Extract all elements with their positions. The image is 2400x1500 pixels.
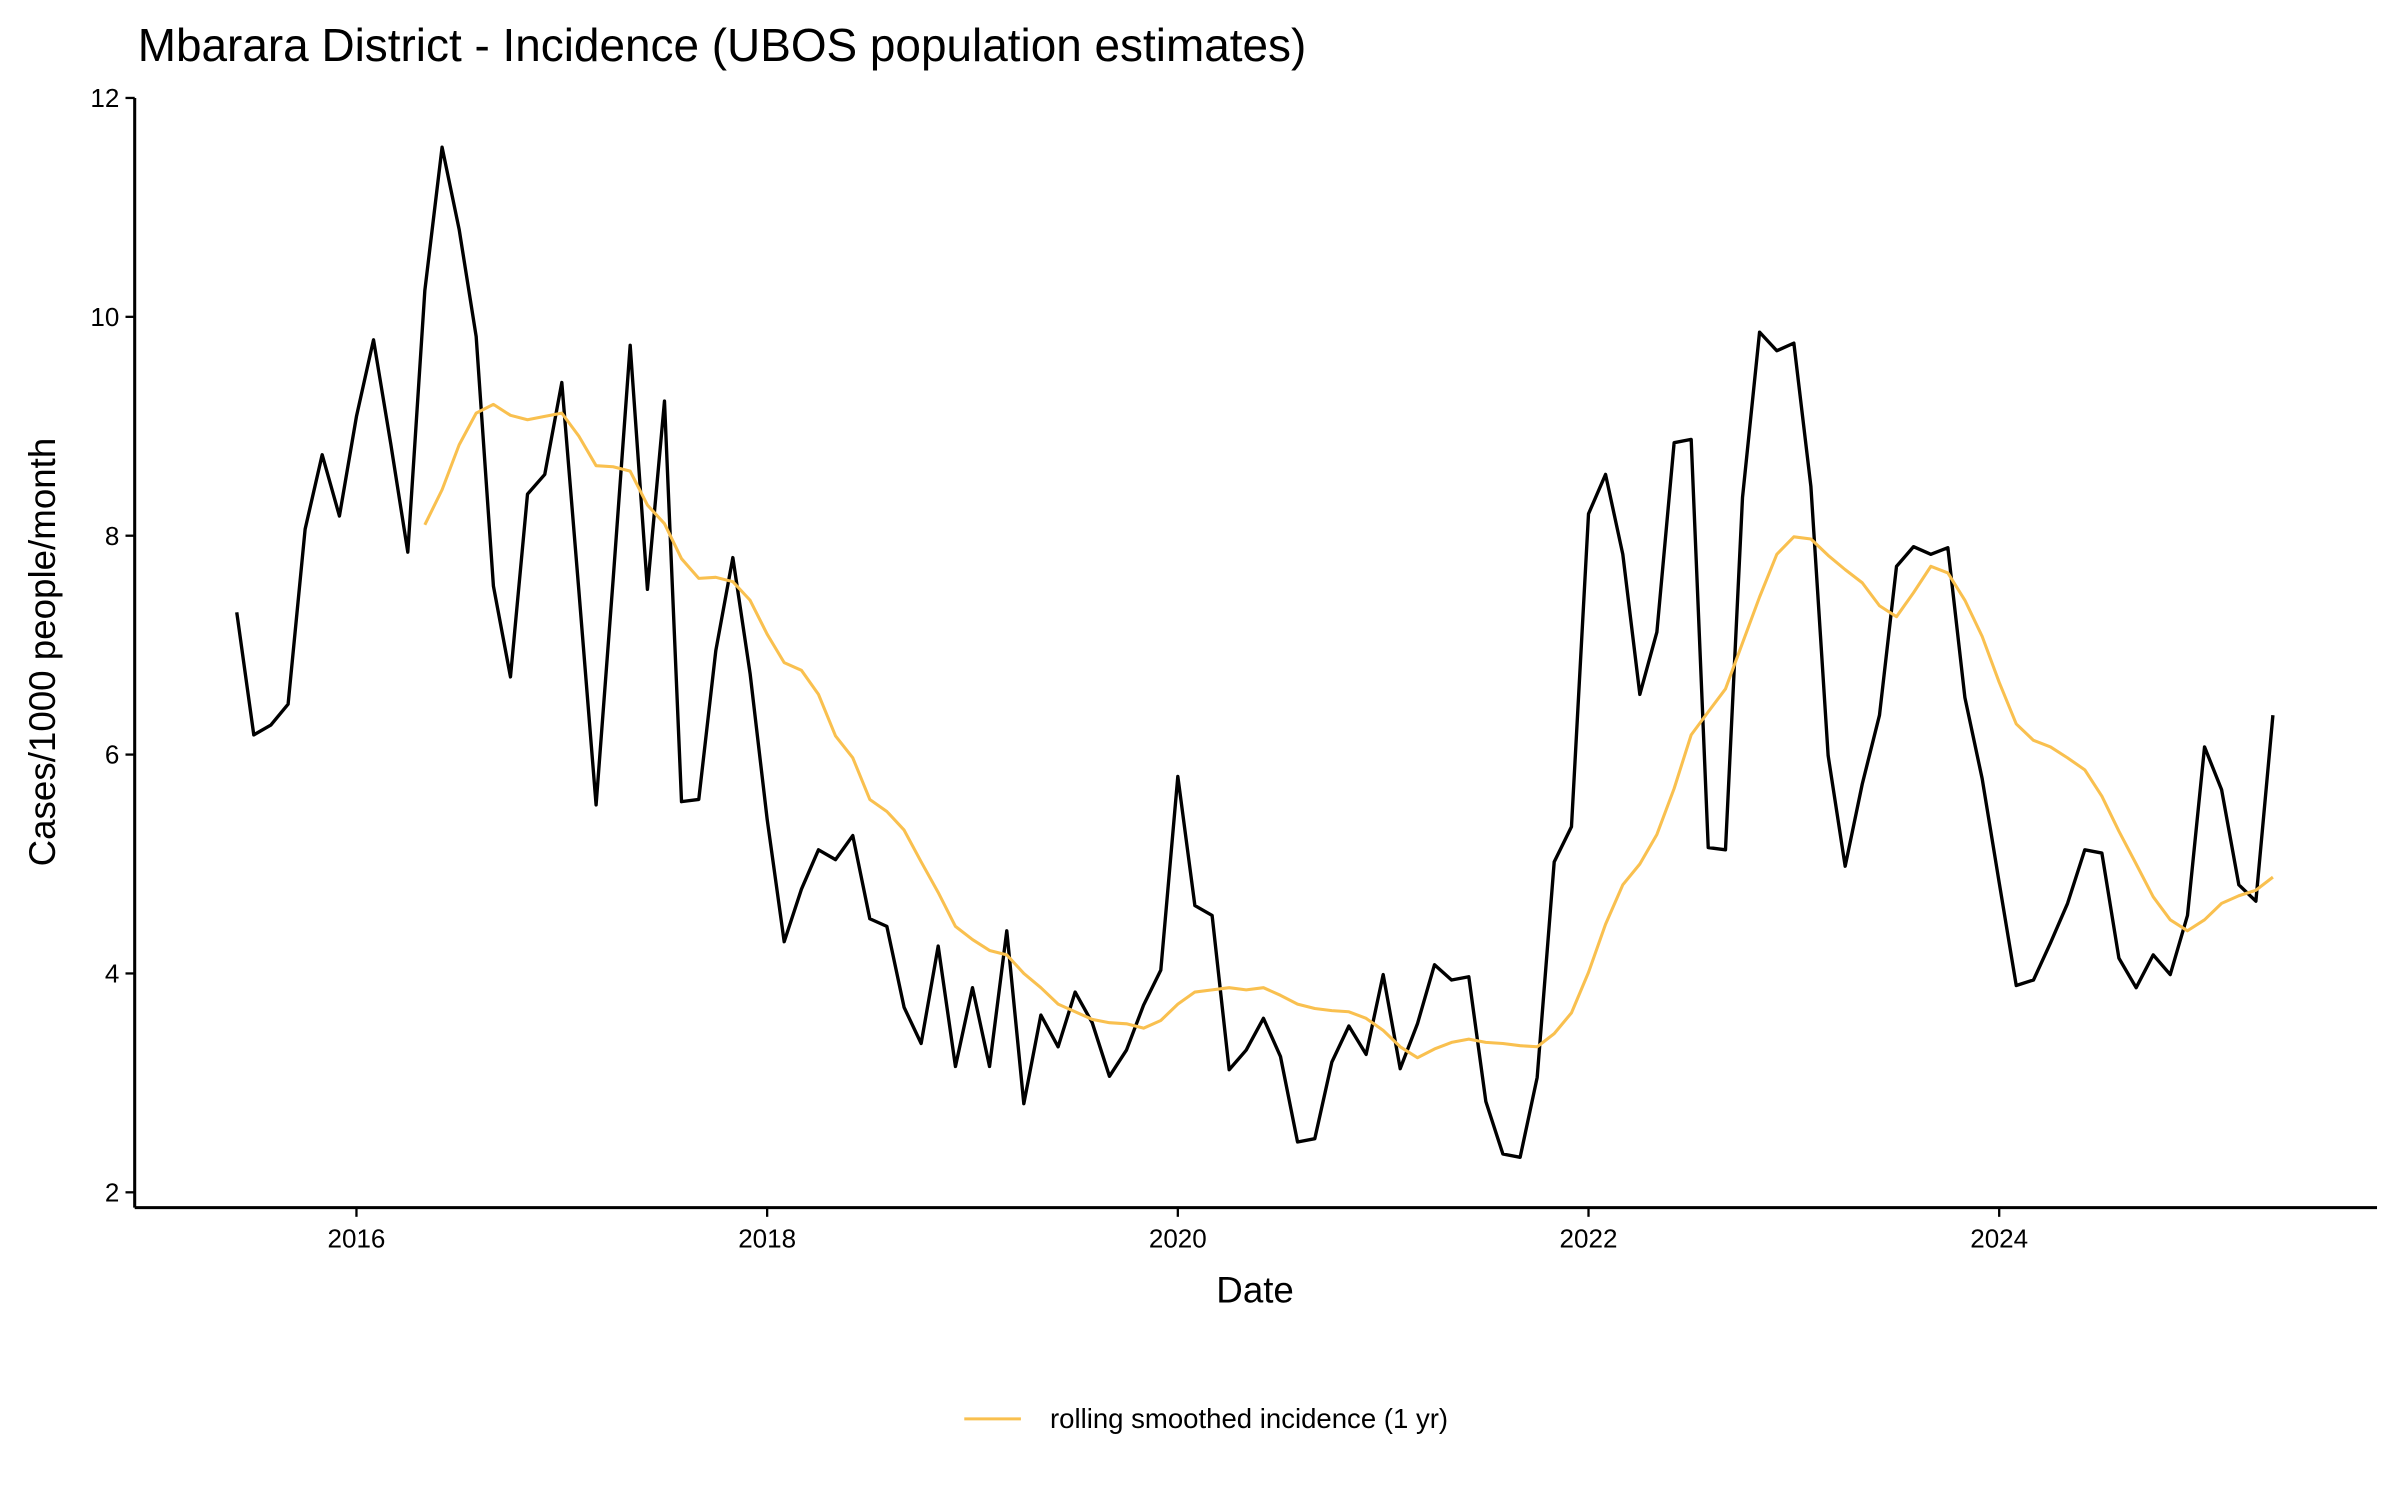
x-tick-label: 2016 bbox=[328, 1223, 386, 1253]
x-tick-label: 2020 bbox=[1149, 1223, 1207, 1253]
y-tick-label: 10 bbox=[90, 302, 119, 332]
chart-title: Mbarara District - Incidence (UBOS popul… bbox=[138, 19, 1307, 71]
y-tick-label: 2 bbox=[105, 1178, 119, 1208]
x-tick-label: 2018 bbox=[738, 1223, 796, 1253]
y-tick-label: 12 bbox=[90, 83, 119, 113]
y-tick-label: 4 bbox=[105, 959, 119, 989]
x-axis-label: Date bbox=[1216, 1270, 1294, 1311]
y-tick-label: 6 bbox=[105, 740, 119, 770]
plot-root: Mbarara District - Incidence (UBOS popul… bbox=[22, 19, 2378, 1434]
y-tick-label: 8 bbox=[105, 521, 119, 551]
y-axis-label: Cases/1000 people/month bbox=[22, 438, 63, 867]
series-line bbox=[235, 145, 2275, 1159]
legend-label: rolling smoothed incidence (1 yr) bbox=[1050, 1403, 1448, 1434]
x-tick-label: 2024 bbox=[1970, 1223, 2028, 1253]
series-line bbox=[423, 402, 2274, 1060]
x-tick-label: 2022 bbox=[1560, 1223, 1618, 1253]
